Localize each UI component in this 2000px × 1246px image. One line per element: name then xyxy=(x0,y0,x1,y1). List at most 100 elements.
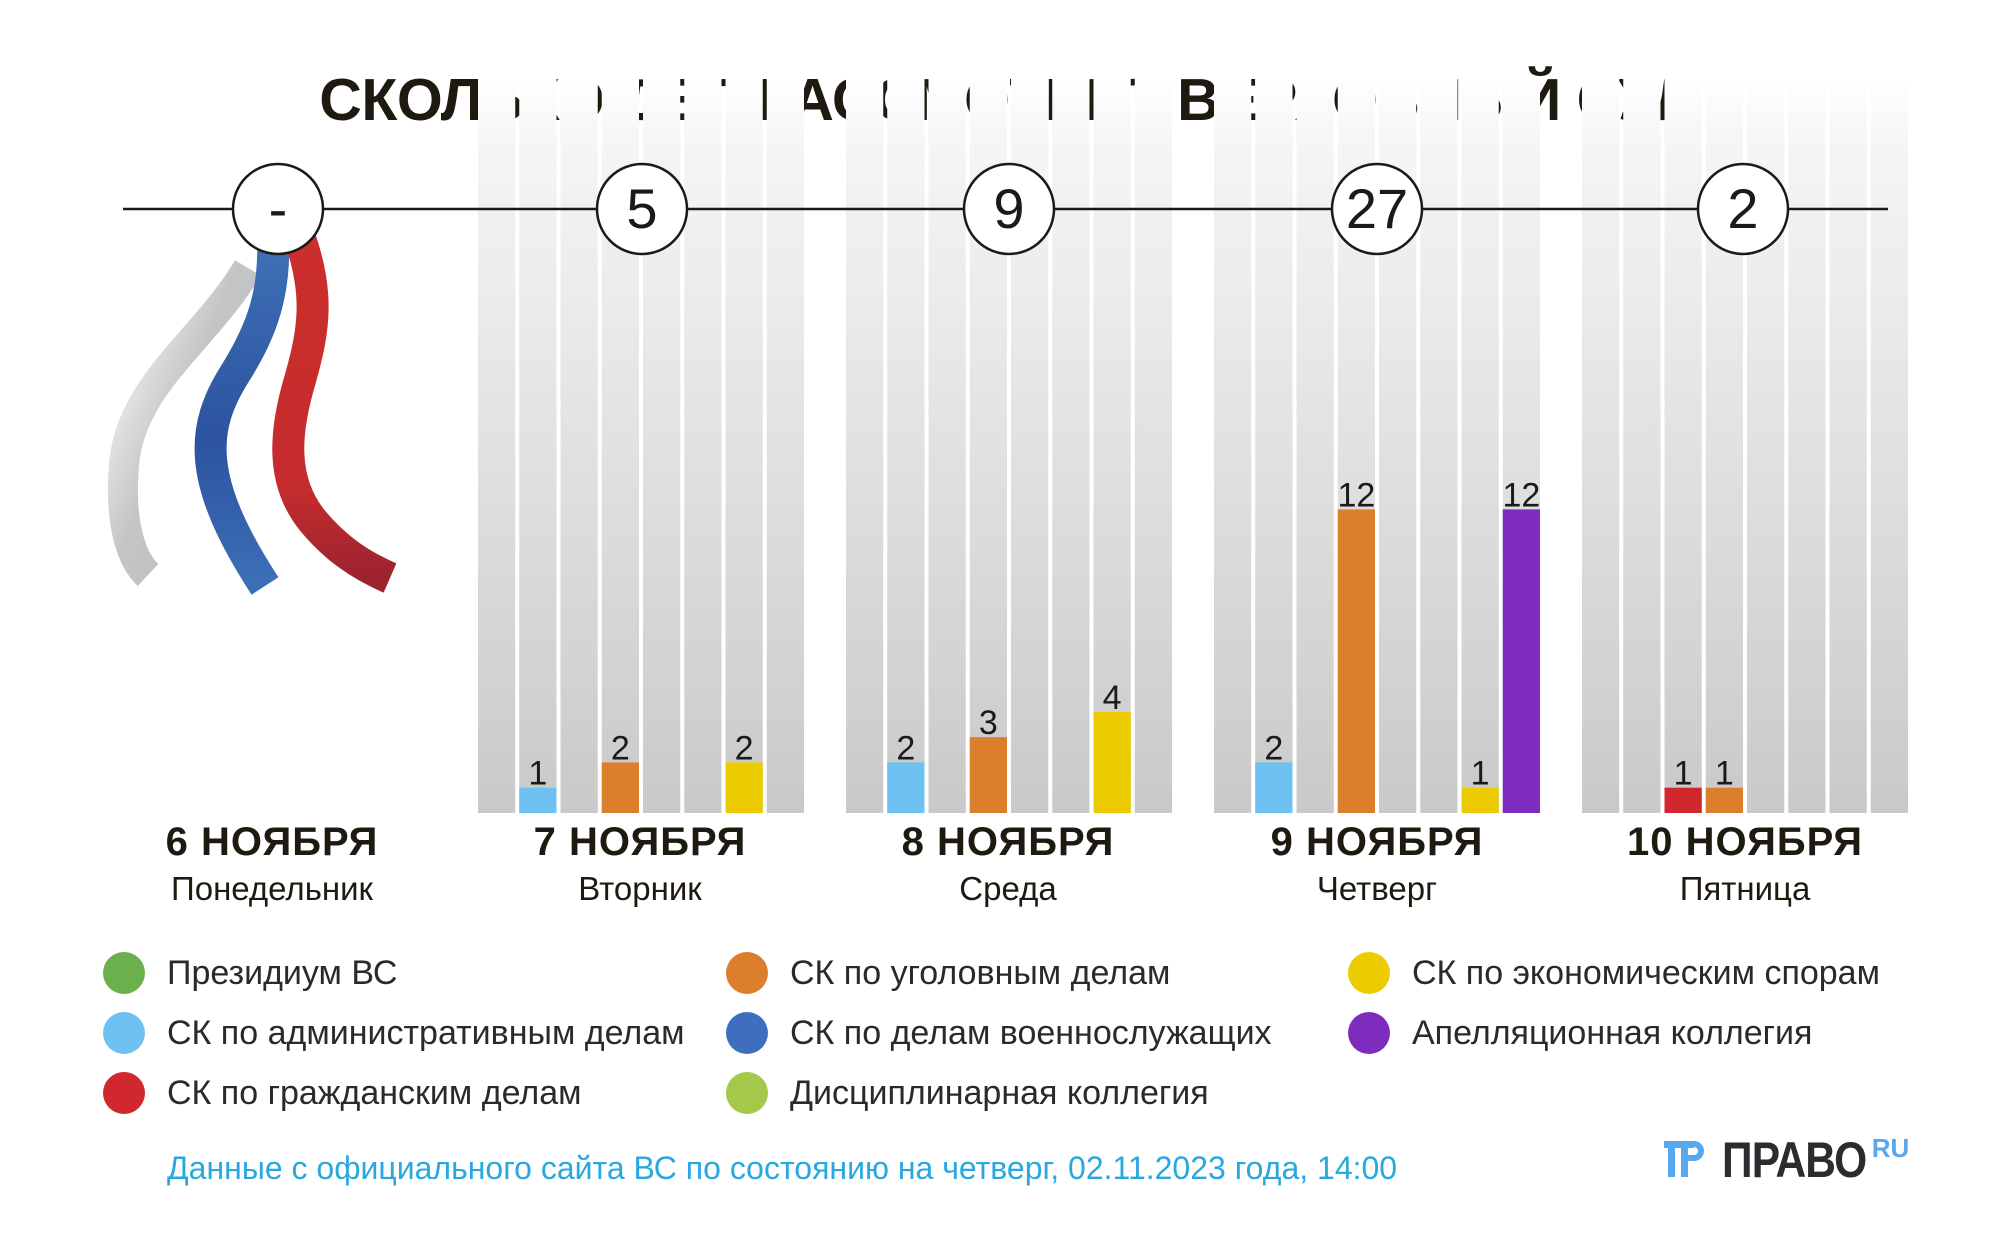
bar-1-3 xyxy=(601,762,639,813)
legend-label: СК по административным делам xyxy=(167,1013,685,1052)
bar-value-label: 2 xyxy=(1264,729,1283,767)
logo-suffix: RU xyxy=(1871,1133,1910,1163)
bar-2-3 xyxy=(969,737,1007,813)
pravo-logo-icon xyxy=(1664,1141,1704,1177)
column-background xyxy=(928,77,966,813)
legend-label: Апелляционная коллегия xyxy=(1412,1013,1813,1052)
column-background xyxy=(1214,77,1252,813)
bar-2-1 xyxy=(887,762,925,813)
column-background xyxy=(1255,77,1293,813)
bar-2-6 xyxy=(1093,711,1131,813)
bar-value-label: 1 xyxy=(1674,755,1693,793)
column-background xyxy=(887,77,925,813)
logo-text: ПРАВО xyxy=(1722,1132,1867,1188)
day-total-circle xyxy=(1696,162,1790,256)
column-background xyxy=(1461,77,1499,813)
legend-item: СК по гражданским делам xyxy=(103,1071,582,1115)
column-background xyxy=(1829,77,1867,813)
legend-color-dot-icon xyxy=(726,952,768,994)
bar-value-label: 1 xyxy=(1471,755,1490,793)
bar-1-1 xyxy=(519,787,557,813)
column-background xyxy=(1788,77,1826,813)
blue-ribbon xyxy=(194,220,290,595)
legend-item: Дисциплинарная коллегия xyxy=(726,1071,1209,1115)
bar-value-label: 1 xyxy=(528,755,547,793)
legend-item: СК по уголовным делам xyxy=(726,951,1170,995)
legend-label: Дисциплинарная коллегия xyxy=(790,1073,1209,1112)
white-ribbon xyxy=(107,260,261,586)
day-date-label: 6 НОЯБРЯ xyxy=(165,820,379,864)
legend-item: Президиум ВС xyxy=(103,951,397,995)
column-background xyxy=(1870,77,1908,813)
legend-item: СК по административным делам xyxy=(103,1011,685,1055)
day-weekday-label: Понедельник xyxy=(171,870,373,907)
day-date-label: 7 НОЯБРЯ xyxy=(533,820,747,864)
bar-4-3 xyxy=(1705,787,1743,813)
column-background xyxy=(519,77,557,813)
bar-value-label: 4 xyxy=(1103,679,1122,717)
day-date-label: 8 НОЯБРЯ xyxy=(901,820,1115,864)
legend-color-dot-icon xyxy=(103,952,145,994)
column-background xyxy=(1296,77,1334,813)
column-background xyxy=(846,77,884,813)
day-date-label: 10 НОЯБРЯ xyxy=(1626,820,1863,864)
bar-value-label: 1 xyxy=(1715,755,1734,793)
column-background xyxy=(1093,77,1131,813)
bar-1-6 xyxy=(725,762,763,813)
legend-label: Президиум ВС xyxy=(167,953,398,992)
day-weekday-label: Пятница xyxy=(1679,870,1811,907)
legend-color-dot-icon xyxy=(103,1072,145,1114)
day-total-label: 27 xyxy=(1346,177,1408,240)
column-background xyxy=(1052,77,1090,813)
column-background xyxy=(766,77,804,813)
legend-label: СК по уголовным делам xyxy=(790,953,1171,992)
bar-value-label: 3 xyxy=(979,704,998,742)
day-total-label: 9 xyxy=(993,177,1024,240)
day-total-circle xyxy=(1330,162,1424,256)
day-date-label: 9 НОЯБРЯ xyxy=(1270,820,1484,864)
day-total-label: 5 xyxy=(626,177,657,240)
red-ribbon xyxy=(272,213,397,593)
bar-3-7 xyxy=(1502,509,1540,813)
bar-value-label: 2 xyxy=(611,729,630,767)
day-total-label: 2 xyxy=(1727,177,1758,240)
legend-color-dot-icon xyxy=(726,1072,768,1114)
legend-item: СК по экономическим спорам xyxy=(1348,951,1880,995)
bar-4-2 xyxy=(1664,787,1702,813)
day-total-label: - xyxy=(269,177,288,240)
bar-value-label: 2 xyxy=(896,729,915,767)
column-background xyxy=(1664,77,1702,813)
bar-value-label: 12 xyxy=(1337,476,1375,514)
bar-3-3 xyxy=(1337,509,1375,813)
day-weekday-label: Вторник xyxy=(578,870,702,907)
legend-color-dot-icon xyxy=(1348,952,1390,994)
legend-item: СК по делам военнослужащих xyxy=(726,1011,1272,1055)
bar-value-label: 2 xyxy=(735,729,754,767)
source-note: Данные с официального сайта ВС по состоя… xyxy=(167,1150,1398,1186)
column-background xyxy=(1582,77,1620,813)
bar-value-label: 12 xyxy=(1502,476,1540,514)
column-background xyxy=(560,77,598,813)
pravo-ru-logo: ПРАВО RU xyxy=(1664,1132,1910,1188)
column-background xyxy=(1623,77,1661,813)
column-background xyxy=(684,77,722,813)
bar-3-6 xyxy=(1461,787,1499,813)
bar-3-1 xyxy=(1255,762,1293,813)
legend-color-dot-icon xyxy=(726,1012,768,1054)
column-background xyxy=(1420,77,1458,813)
legend-item: Апелляционная коллегия xyxy=(1348,1011,1812,1055)
legend-color-dot-icon xyxy=(103,1012,145,1054)
day-weekday-label: Четверг xyxy=(1316,870,1438,907)
day-total-circle xyxy=(595,162,689,256)
day-weekday-label: Среда xyxy=(959,870,1057,907)
legend-color-dot-icon xyxy=(1348,1012,1390,1054)
legend-label: СК по гражданским делам xyxy=(167,1073,582,1112)
column-background xyxy=(478,77,516,813)
column-background xyxy=(725,77,763,813)
day-total-circle xyxy=(231,162,325,256)
column-background xyxy=(1134,77,1172,813)
legend-label: СК по делам военнослужащих xyxy=(790,1013,1272,1052)
flag-ribbons-decoration xyxy=(107,213,397,595)
day-total-circle xyxy=(962,162,1056,256)
